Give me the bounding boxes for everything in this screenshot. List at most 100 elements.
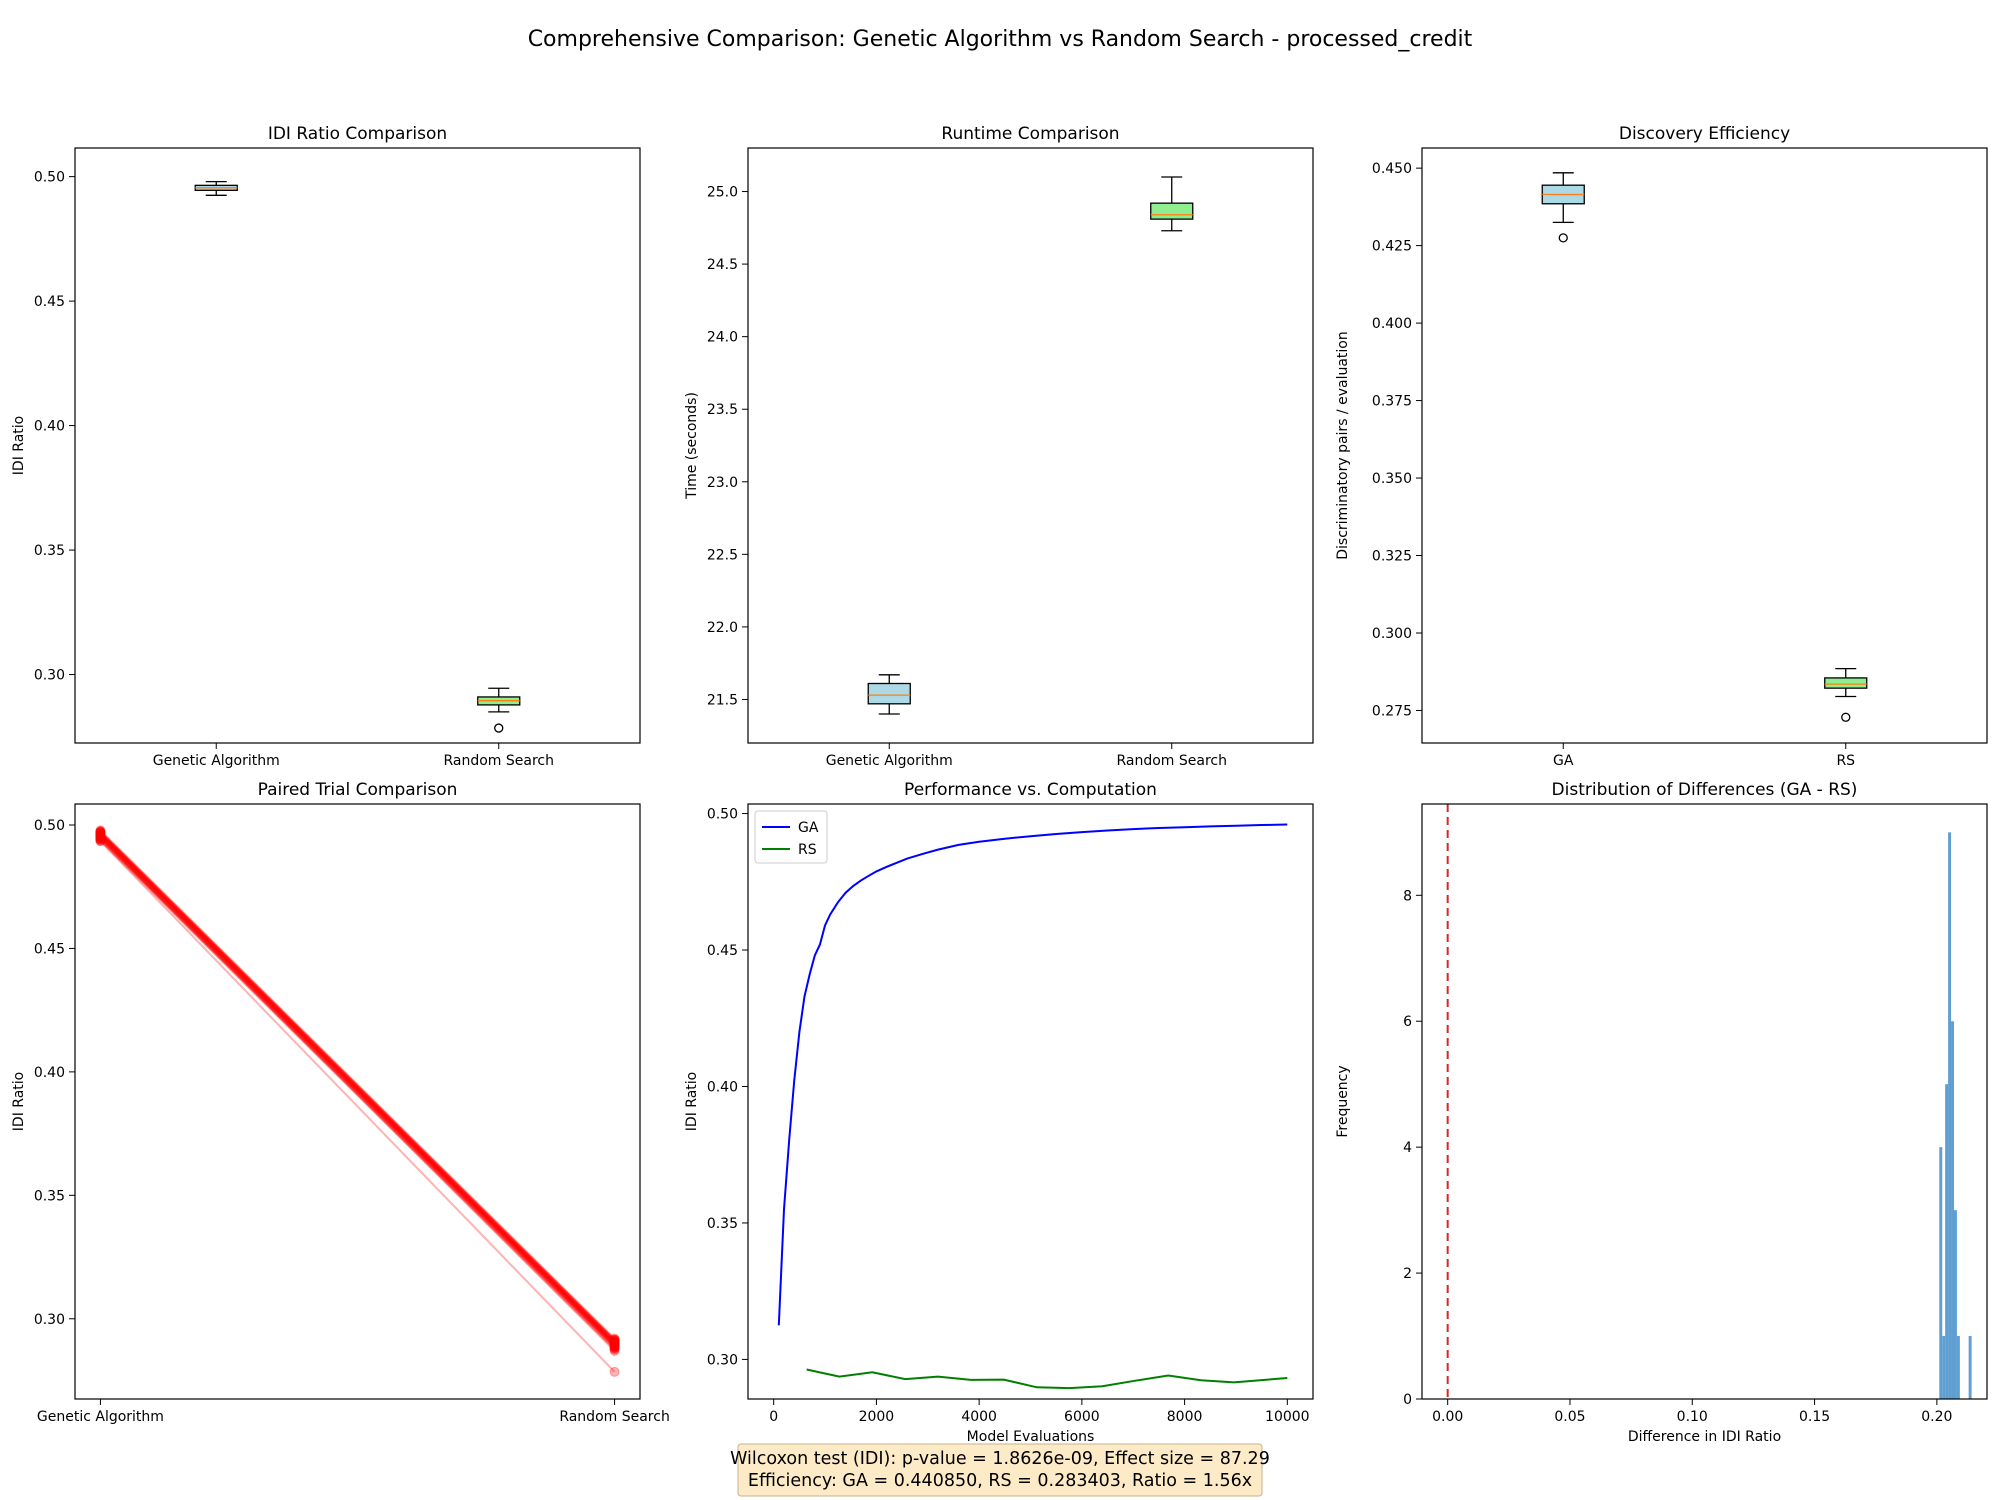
panel-2: Runtime Comparison 21.5 22.0 22.5 23.0 23.5 24…	[684, 124, 1314, 769]
y-tick-label: 24.5	[707, 257, 738, 273]
rs-point	[609, 1338, 620, 1349]
y-tick-label: 25.0	[707, 185, 738, 201]
paired-trial	[95, 832, 620, 1350]
rs-point	[609, 1336, 620, 1347]
y-axis-label: Discriminatory pairs / evaluation	[1335, 331, 1351, 560]
y-tick-label: 0.50	[34, 818, 65, 834]
paired-trial	[95, 833, 620, 1356]
rs-point	[609, 1340, 620, 1351]
ga-point	[95, 828, 106, 839]
panel-title: Paired Trial Comparison	[258, 780, 458, 800]
ga-point	[95, 829, 106, 840]
paired-trial	[95, 834, 620, 1353]
panel-5: Performance vs. Computation 0.30 0.35 0.40 0…	[684, 780, 1314, 1445]
paired-line	[99, 837, 616, 1348]
histogram-bar	[1968, 1336, 1972, 1399]
paired-trial	[95, 827, 620, 1346]
y-tick-label: 24.0	[707, 330, 738, 346]
x-tick-label: 10000	[1265, 1409, 1310, 1425]
box-rs	[477, 687, 521, 733]
stats-box: Wilcoxon test (IDI): p-value = 1.8626e-0…	[730, 1443, 1270, 1497]
x-tick-label: Genetic Algorithm	[153, 753, 280, 769]
outlier-point	[494, 723, 504, 733]
panel-3: Discovery Efficiency 0.275 0.300 0.325 0.350…	[1335, 124, 1988, 769]
series-line-ga	[777, 823, 1288, 1326]
rs-point	[609, 1340, 620, 1351]
box-body	[867, 682, 911, 705]
rs-point	[609, 1334, 620, 1345]
paired-lines	[95, 825, 620, 1377]
x-tick-label: Random Search	[443, 753, 554, 769]
rs-point	[609, 1337, 620, 1348]
ga-point	[95, 827, 106, 838]
y-tick-label: 0.40	[34, 1065, 65, 1081]
paired-line	[99, 838, 616, 1349]
ga-point	[95, 831, 106, 842]
stats-line-1: Wilcoxon test (IDI): p-value = 1.8626e-0…	[730, 1449, 1270, 1469]
y-axis-label: Time (seconds)	[684, 392, 700, 500]
paired-trial	[95, 830, 620, 1350]
histogram-bar	[1945, 1084, 1949, 1399]
paired-line	[99, 839, 616, 1350]
histogram-bar	[1939, 1147, 1943, 1399]
y-axis-label: Frequency	[1335, 1065, 1351, 1137]
ga-point	[95, 826, 106, 837]
box-body	[1824, 677, 1868, 689]
y-tick-label: 0.425	[1372, 239, 1412, 255]
panel-title: Discovery Efficiency	[1619, 124, 1790, 144]
ga-point	[95, 830, 106, 841]
y-tick-label: 22.5	[707, 547, 738, 563]
paired-trial	[95, 831, 620, 1351]
paired-trial	[95, 829, 620, 1348]
y-tick-label: 21.5	[707, 692, 738, 708]
paired-line	[99, 836, 616, 1346]
y-tick-label: 0.40	[34, 419, 65, 435]
ga-point	[95, 831, 106, 842]
ga-point	[95, 836, 106, 847]
axes-frame	[1421, 147, 1988, 744]
panel-title: Performance vs. Computation	[904, 780, 1157, 800]
axes-frame	[74, 803, 641, 1400]
rs-point	[609, 1366, 620, 1377]
paired-line	[99, 840, 616, 1373]
paired-trial	[95, 832, 620, 1352]
rs-point	[609, 1338, 620, 1349]
paired-trial	[95, 825, 620, 1344]
y-tick-label: 0.45	[34, 294, 65, 310]
rs-point	[609, 1341, 620, 1352]
paired-line	[99, 833, 616, 1345]
panel-title: IDI Ratio Comparison	[268, 124, 447, 144]
panel-4: Paired Trial Comparison 0.30 0.35 0.40 0.45 0…	[11, 780, 670, 1425]
panel-6: Distribution of Differences (GA - RS) 0 2 4…	[1335, 780, 1988, 1445]
paired-trial	[95, 826, 620, 1345]
rs-point	[609, 1345, 620, 1356]
ga-point	[95, 828, 106, 839]
rs-point	[609, 1342, 620, 1353]
paired-trial	[95, 829, 620, 1348]
paired-trial	[95, 830, 620, 1349]
paired-line	[99, 836, 616, 1347]
y-tick-label: 8	[1403, 888, 1412, 904]
y-tick-label: 0	[1403, 1392, 1412, 1408]
outlier-point	[1558, 233, 1568, 243]
y-tick-label: 0.50	[707, 807, 738, 823]
x-tick-label: Random Search	[559, 1409, 670, 1425]
ga-point	[95, 832, 106, 843]
ga-point	[95, 830, 106, 841]
axes-frame	[747, 147, 1314, 744]
paired-line	[99, 837, 616, 1348]
histogram-bar	[1948, 832, 1952, 1399]
rs-point	[609, 1339, 620, 1350]
box-ga	[867, 674, 911, 715]
paired-line	[99, 830, 616, 1341]
paired-line	[99, 832, 616, 1343]
paired-trial	[95, 830, 620, 1349]
axes-frame	[747, 803, 1314, 1400]
histogram-bar	[1951, 1021, 1954, 1399]
paired-trial	[95, 833, 620, 1353]
y-axis-label: IDI Ratio	[11, 416, 27, 475]
x-tick-label: 0.05	[1554, 1409, 1585, 1425]
panel-1: IDI Ratio Comparison 0.30 0.35 0.40 0.45 0.50…	[11, 124, 641, 769]
x-axis-label: Model Evaluations	[967, 1429, 1095, 1445]
rs-point	[609, 1336, 620, 1347]
